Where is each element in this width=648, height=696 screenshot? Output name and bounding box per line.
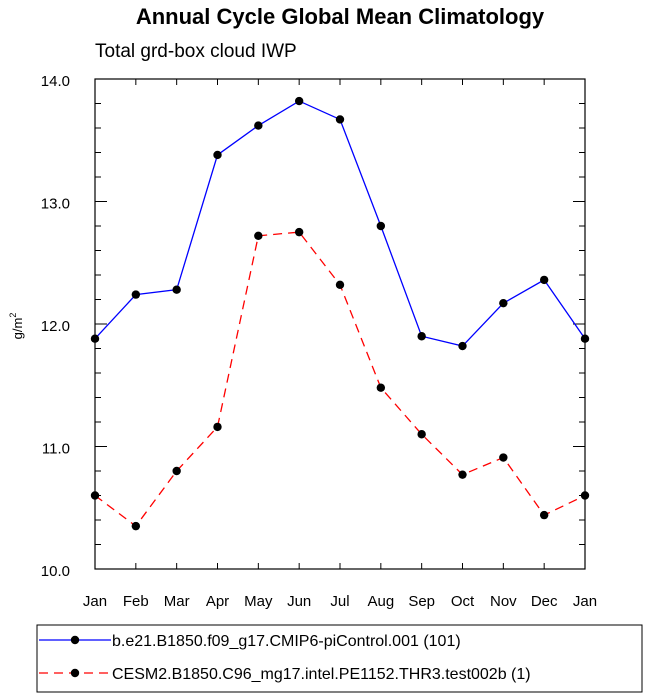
series-1-point [499, 298, 508, 308]
series-2-point [417, 430, 426, 439]
series-2-point [131, 521, 141, 531]
series-1-point [90, 334, 100, 343]
y-tick-label: 10.0 [41, 563, 70, 580]
y-tick-label: 11.0 [42, 441, 70, 458]
x-tick-label: Jul [330, 593, 349, 610]
legend-label-2: CESM2.B1850.C96_mg17.intel.PE1152.THR3.t… [112, 666, 531, 683]
plot-frame [94, 78, 586, 570]
series-1-point [580, 334, 590, 343]
series-2-point [254, 231, 263, 240]
legend: b.e21.B1850.f09_g17.CMIP6-piControl.001 … [36, 624, 643, 693]
x-tick-label: Apr [206, 593, 229, 610]
series-2-point [499, 453, 508, 462]
series-1-point [458, 341, 467, 351]
y-tick-label: 12.0 [41, 318, 70, 335]
series-2-point [539, 510, 549, 520]
series-1-point [294, 96, 304, 106]
chart-subtitle: Total grd-box cloud IWP [95, 41, 297, 62]
y-axis-label-superscript: 2 [8, 313, 18, 318]
legend-box [36, 624, 643, 693]
x-tick-label: Dec [531, 593, 558, 610]
x-tick-label: Mar [164, 593, 190, 610]
series-2-point [335, 280, 345, 289]
legend-marker-1 [70, 635, 80, 645]
x-tick-label: Oct [451, 593, 475, 610]
series-2-point [294, 227, 304, 237]
plot-area: Jan Feb Mar Apr May Jun Jul Aug Sep Oct Nov Dec Jan 1… [41, 73, 597, 610]
series-1-point [539, 275, 549, 285]
series-line-1 [94, 100, 586, 347]
series-1-point [335, 115, 345, 124]
series-2-point [376, 383, 386, 392]
x-tick-label: Jan [83, 593, 107, 610]
x-tick-label: Sep [408, 593, 435, 610]
series-2-point [213, 422, 222, 432]
legend-marker-2 [70, 668, 80, 678]
y-axis-label: g/m2 [8, 313, 25, 340]
x-tick-label: Nov [490, 593, 517, 610]
x-tick-label: Jan [573, 593, 597, 610]
series-1-point [417, 332, 426, 341]
y-tick-label: 14.0 [41, 73, 70, 90]
y-tick-label: 13.0 [41, 196, 70, 213]
y-axis-label-unit: g/m [10, 318, 25, 340]
x-tick-label: Aug [367, 593, 394, 610]
chart-title: Annual Cycle Global Mean Climatology [136, 4, 545, 29]
series-line-2 [94, 231, 586, 528]
series-1-point [376, 221, 386, 231]
x-tick-label: May [244, 593, 273, 610]
series-2-point [580, 491, 590, 500]
x-tick-label: Jun [287, 593, 311, 610]
series-1-point [213, 150, 222, 160]
series-2-point [90, 491, 100, 500]
series-1-point [254, 121, 263, 130]
legend-label-1: b.e21.B1850.f09_g17.CMIP6-piControl.001 … [112, 633, 461, 650]
series-2-point [172, 466, 181, 476]
series-2-point [458, 470, 467, 479]
series-1-point [172, 285, 181, 294]
x-tick-label: Feb [123, 593, 149, 610]
series-1-point [131, 290, 141, 299]
